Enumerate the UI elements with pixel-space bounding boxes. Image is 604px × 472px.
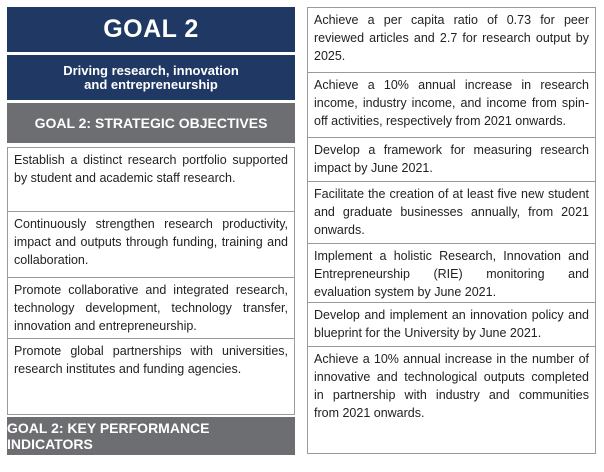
kpi-7: Achieve a 10% annual increase in the num… [307,346,596,454]
kpi-3: Develop a framework for measuring resear… [307,137,596,182]
objective-4: Promote global partnerships with univers… [7,338,295,415]
kpi-5: Implement a holistic Research, Innovatio… [307,243,596,303]
objective-1: Establish a distinct research portfolio … [7,147,295,212]
kpi-1: Achieve a per capita ratio of 0.73 for p… [307,7,596,73]
goal-title: GOAL 2 [7,7,295,52]
kpi-6: Develop and implement an innovation poli… [307,302,596,347]
kpi-2: Achieve a 10% annual increase in researc… [307,72,596,138]
kpi-4: Facilitate the creation of at least five… [307,181,596,244]
kpi-heading: GOAL 2: KEY PERFORMANCE INDICATORS [7,417,295,455]
objective-3: Promote collaborative and integrated res… [7,277,295,339]
objectives-heading: GOAL 2: STRATEGIC OBJECTIVES [7,103,295,143]
goal-subtitle: Driving research, innovation and entrepr… [7,55,295,100]
objective-2: Continuously strengthen research product… [7,211,295,278]
